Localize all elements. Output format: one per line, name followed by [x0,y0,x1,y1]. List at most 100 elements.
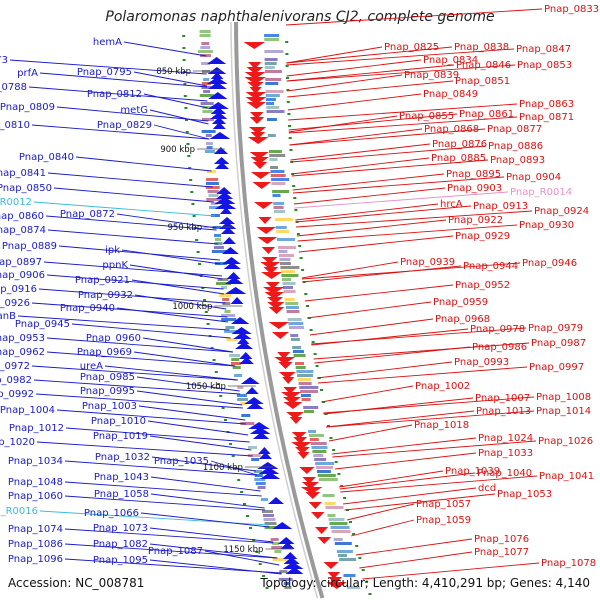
gene-label[interactable]: Pnap_0893 [490,155,545,166]
gene-label[interactable]: Pnap_1019 [93,431,148,442]
gene-label[interactable]: Pnap_0897 [0,257,42,268]
gene-label[interactable]: Pnap_0853 [517,60,572,71]
gene-label[interactable]: Pnap_0913 [473,201,528,212]
gene-label[interactable]: Pnap_1059 [416,515,471,526]
gene-label[interactable]: Pnap_0952 [455,280,510,291]
gene-label[interactable]: Pnap_0840 [19,152,74,163]
gene-label[interactable]: Pnap_1004 [0,405,55,416]
gene-label[interactable]: Pnap_0904 [506,172,561,183]
gene-label[interactable]: Pnap_1013 [476,406,531,417]
gene-label[interactable]: Pnap_0959 [433,297,488,308]
gene-label[interactable]: Pnap_1035 [154,456,209,467]
gene-label[interactable]: Pnap_1096 [8,554,63,565]
gene-label[interactable]: Pnap_1086 [8,539,63,550]
gene-label[interactable]: Pnap_0992 [0,389,34,400]
gene-label[interactable]: Pnap_0833 [544,4,599,15]
gene-label[interactable]: Pnap_0851 [455,76,510,87]
gene-label[interactable]: Pnap_1026 [538,436,593,447]
gene-label[interactable]: Pnap_1074 [8,524,63,535]
gene-label[interactable]: Pnap_0978 [470,324,525,335]
gene-label[interactable]: Pnap_0795 [77,67,132,78]
gene-label[interactable]: Pnap_1082 [93,539,148,550]
gene-label[interactable]: Pnap_1053 [497,489,552,500]
gene-label[interactable]: Pnap_1002 [415,381,470,392]
gene-label[interactable]: Pnap_1007 [475,393,530,404]
gene-label[interactable]: Pnap_0812 [87,89,142,100]
gene-label[interactable]: prfA [17,68,38,79]
gene-label[interactable]: metG [120,105,148,116]
gene-label[interactable]: Pnap_1087 [148,546,203,557]
gene-label[interactable]: Pnap_1043 [94,472,149,483]
gene-label[interactable]: Pnap_0985 [80,372,135,383]
gene-label[interactable]: Pnap_0874 [0,225,46,236]
gene-label[interactable]: Pnap_1058 [94,489,149,500]
gene-label[interactable]: Pnap_1040 [477,468,532,479]
gene-label[interactable]: Pnap_0972 [0,361,30,372]
gene-label[interactable]: Pnap_0986 [472,342,527,353]
gene-label[interactable]: Pnap_1032 [95,452,150,463]
gene-label[interactable]: Pnap_1003 [82,401,137,412]
gene-label[interactable]: Pnap_1073 [93,523,148,534]
gene-label[interactable]: Pnap_0810 [0,120,30,131]
gene-label[interactable]: Pnap_0946 [522,258,577,269]
gene-label[interactable]: Pnap_0960 [86,333,141,344]
gene-label[interactable]: Pnap_0877 [487,124,542,135]
gene-label[interactable]: hemA [93,37,122,48]
gene-label[interactable]: Pnap_1008 [536,392,591,403]
gene-label[interactable]: Pnap_0846 [456,60,511,71]
gene-label[interactable]: Pnap_0876 [432,139,487,150]
gene-label[interactable]: Pnap_1018 [414,420,469,431]
gene-label[interactable]: Pnap_1048 [8,477,63,488]
gene-label[interactable]: panB [0,311,16,322]
gene-label[interactable]: Pnap_0997 [529,362,584,373]
gene-label[interactable]: Pnap_0855 [399,111,454,122]
gene-label[interactable]: Pnap_1066 [84,508,139,519]
gene-label[interactable]: Pnap_0885 [431,153,486,164]
gene-label[interactable]: Pnap_0932 [78,290,133,301]
gene-label[interactable]: Pnap_0922 [448,215,503,226]
gene-label[interactable]: Pnap_1060 [8,491,63,502]
gene-label[interactable]: Pnap_1033 [478,448,533,459]
gene-label[interactable]: Pnap_0939 [400,257,455,268]
gene-label[interactable]: Pnap_1039 [445,466,500,477]
gene-label[interactable]: Pnap_0868 [424,124,479,135]
gene-label[interactable]: Pnap_0839 [404,70,459,81]
gene-label[interactable]: Pnap_0829 [97,120,152,131]
gene-label[interactable]: Pnap_0982 [0,375,32,386]
gene-label[interactable]: Pnap_0945 [15,319,70,330]
gene-label[interactable]: Pnap_0850 [0,183,52,194]
gene-label[interactable]: Pnap_0809 [0,102,55,113]
gene-label[interactable]: Pnap_0903 [447,183,502,194]
gene-label[interactable]: Pnap_R0012 [0,197,32,208]
gene-label[interactable]: Pnap_0930 [519,220,574,231]
gene-label[interactable]: Pnap_R0014 [510,187,572,198]
gene-label[interactable]: Pnap_1095 [93,555,148,566]
gene-label[interactable]: Pnap_0773 [0,55,8,66]
gene-label[interactable]: Pnap_1077 [474,547,529,558]
gene-label[interactable]: Pnap_0872 [60,209,115,220]
gene-label[interactable]: Pnap_0906 [0,270,45,281]
gene-label[interactable]: Pnap_0825 [384,42,439,53]
gene-label[interactable]: dcd [478,483,496,494]
gene-label[interactable]: Pnap_0860 [0,211,44,222]
gene-label[interactable]: Pnap_1057 [416,499,471,510]
gene-label[interactable]: Pnap_0889 [2,241,57,252]
gene-label[interactable]: Pnap_0929 [455,231,510,242]
gene-label[interactable]: Pnap_0841 [0,168,46,179]
gene-label[interactable]: Pnap_0871 [519,112,574,123]
gene-label[interactable]: Pnap_0969 [77,347,132,358]
gene-label[interactable]: Pnap_0940 [60,303,115,314]
gene-label[interactable]: ipk [105,245,120,256]
gene-label[interactable]: Pnap_0979 [528,323,583,334]
gene-label[interactable]: Pnap_0895 [446,169,501,180]
gene-label[interactable]: Pnap_0921 [75,275,130,286]
gene-label[interactable]: Pnap_1020 [0,437,35,448]
gene-label[interactable]: Pnap_1014 [536,406,591,417]
gene-label[interactable]: Pnap_0886 [488,141,543,152]
gene-label[interactable]: Pnap_0987 [531,338,586,349]
gene-label[interactable]: Pnap_1078 [541,558,596,569]
gene-label[interactable]: Pnap_1012 [9,423,64,434]
gene-label[interactable]: Pnap_0849 [423,89,478,100]
gene-label[interactable]: Pnap_0924 [534,206,589,217]
gene-label[interactable]: Pnap_0968 [435,314,490,325]
